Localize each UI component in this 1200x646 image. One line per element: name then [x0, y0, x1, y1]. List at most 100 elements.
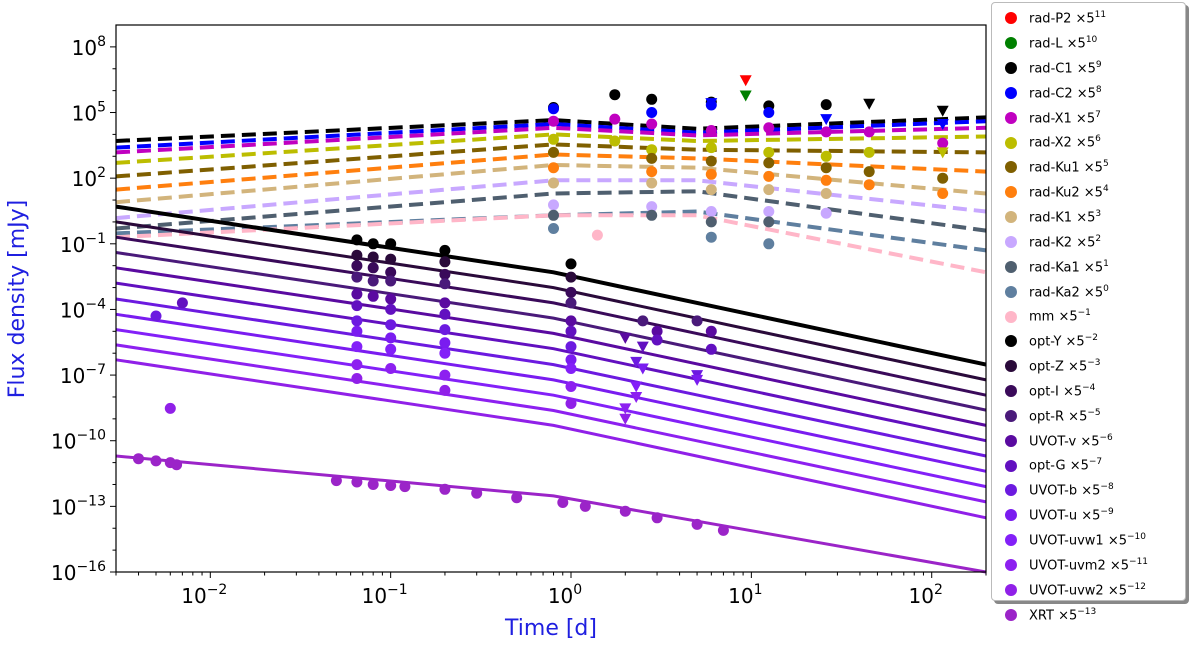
data-point-UVOT-u [565, 354, 577, 366]
data-point-rad-Ku1 [646, 152, 658, 164]
legend-label: UVOT-u ×5−9 [1029, 507, 1114, 524]
model-curve-rad-Ka1 [115, 189, 987, 233]
data-point-opt-I [565, 286, 577, 298]
legend-marker [1005, 285, 1017, 298]
legend-label: rad-K1 ×53 [1029, 209, 1102, 226]
data-point-UVOT-b [439, 324, 451, 336]
legend-item-rad-K2: rad-K2 ×52 [992, 230, 1185, 255]
data-point-rad-C1 [646, 93, 658, 105]
data-point-rad-Ka1 [763, 216, 775, 228]
upper-limit-opt-G [636, 341, 649, 353]
legend-item-UVOT-b: UVOT-b ×5−8 [992, 478, 1185, 503]
data-point-opt-G [176, 297, 188, 309]
upper-limit-rad-C1 [936, 105, 949, 117]
model-curve-opt-G [115, 281, 987, 443]
legend-marker [1005, 409, 1017, 422]
legend-label: rad-P2 ×511 [1029, 10, 1107, 27]
data-point-opt-Y [367, 238, 379, 250]
data-point-UVOT-uvm2 [565, 381, 577, 392]
data-point-rad-Ka2 [763, 238, 775, 250]
legend-item-UVOT-uvw2: UVOT-uvw2 ×5−12 [992, 577, 1185, 602]
data-point-opt-Y [439, 244, 451, 256]
data-point-opt-Y [351, 234, 363, 246]
data-point-XRT [511, 492, 523, 504]
data-point-rad-K1 [548, 177, 559, 189]
model-curve-rad-Ku1 [115, 142, 987, 179]
data-point-rad-Ku1 [705, 155, 717, 167]
legend-label: opt-Y ×5−2 [1029, 333, 1098, 350]
data-point-opt-R [439, 278, 451, 290]
data-point-rad-C2 [548, 103, 559, 115]
legend-marker [1005, 558, 1017, 571]
data-point-opt-G [651, 334, 663, 346]
data-point-XRT [471, 487, 483, 499]
data-point-XRT [717, 524, 729, 536]
legend-marker [1005, 335, 1017, 348]
y-tick-label: 108 [72, 34, 106, 60]
legend-item-rad-K1: rad-K1 ×53 [992, 205, 1185, 230]
legend-label: opt-Z ×5−3 [1029, 358, 1101, 375]
data-point-rad-Ka1 [705, 216, 717, 228]
data-point-XRT [557, 497, 569, 508]
data-point-rad-X2 [863, 146, 875, 158]
legend-item-rad-C2: rad-C2 ×58 [992, 81, 1185, 106]
upper-limit-UVOT-u [636, 363, 649, 375]
model-curve-opt-I [115, 235, 987, 397]
data-point-UVOT-v [705, 325, 717, 337]
legend-label: rad-Ka1 ×51 [1029, 258, 1109, 276]
data-point-XRT [150, 455, 162, 467]
legend-marker [1005, 111, 1017, 124]
upper-limit-rad-C2 [936, 119, 949, 130]
upper-limit-UVOT-uvw1 [630, 381, 643, 393]
upper-limit-rad-C1 [863, 98, 876, 110]
model-curve-UVOT-uvw1 [115, 328, 987, 489]
legend-marker [1005, 509, 1017, 522]
data-point-opt-Z [351, 249, 363, 261]
data-point-rad-Ku2 [548, 162, 559, 174]
data-point-UVOT-uvw2 [565, 398, 577, 409]
data-point-UVOT-v [565, 315, 577, 327]
y-tick-label: 10−4 [60, 296, 106, 322]
data-point-opt-Z [565, 271, 577, 283]
legend-marker [1005, 161, 1017, 174]
legend: rad-P2 ×511 rad-L ×510 rad-C1 ×59 rad-C2 ×5… [991, 2, 1186, 623]
data-point-XRT [351, 476, 363, 488]
model-curve-rad-X2 [115, 132, 987, 165]
model-curve-mm [115, 213, 987, 275]
data-point-rad-Ku2 [937, 188, 949, 199]
legend-label: opt-I ×5−4 [1029, 382, 1096, 400]
legend-label: opt-R ×5−5 [1029, 407, 1101, 425]
model-curve-opt-Z [115, 220, 987, 382]
upper-limit-UVOT-uvm2 [630, 392, 643, 403]
upper-limit-UVOT-b [630, 356, 643, 368]
data-point-UVOT-b [351, 315, 363, 327]
data-point-XRT [330, 475, 342, 487]
data-point-rad-X1 [609, 113, 621, 125]
legend-item-rad-Ku1: rad-Ku1 ×55 [992, 155, 1185, 180]
x-tick-label: 10−1 [362, 582, 408, 608]
x-tick-label: 101 [728, 582, 762, 608]
data-point-XRT [367, 479, 379, 490]
legend-label: rad-L ×510 [1029, 35, 1098, 52]
data-point-rad-K1 [705, 184, 717, 196]
data-point-rad-X1 [863, 126, 875, 138]
legend-label: rad-X1 ×57 [1029, 109, 1101, 126]
data-point-UVOT-u [351, 325, 363, 337]
data-point-rad-C2 [763, 107, 775, 118]
model-curve-UVOT-uvw2 [115, 358, 987, 520]
data-point-rad-Ku2 [646, 166, 658, 178]
legend-marker [1005, 211, 1017, 224]
model-curve-XRT [115, 454, 987, 574]
data-point-rad-X2 [820, 150, 832, 162]
data-point-mm [591, 229, 603, 241]
y-tick-label: 102 [72, 165, 106, 191]
data-point-opt-R [367, 275, 379, 287]
data-point-rad-X1 [937, 137, 949, 149]
data-point-rad-X2 [646, 144, 658, 156]
upper-limit-UVOT-uvm2 [619, 403, 632, 415]
data-point-XRT [619, 505, 631, 517]
data-point-opt-G [385, 303, 397, 315]
legend-label: rad-C1 ×59 [1029, 59, 1102, 77]
data-point-XRT [439, 483, 451, 495]
data-point-UVOT-v [367, 290, 379, 302]
